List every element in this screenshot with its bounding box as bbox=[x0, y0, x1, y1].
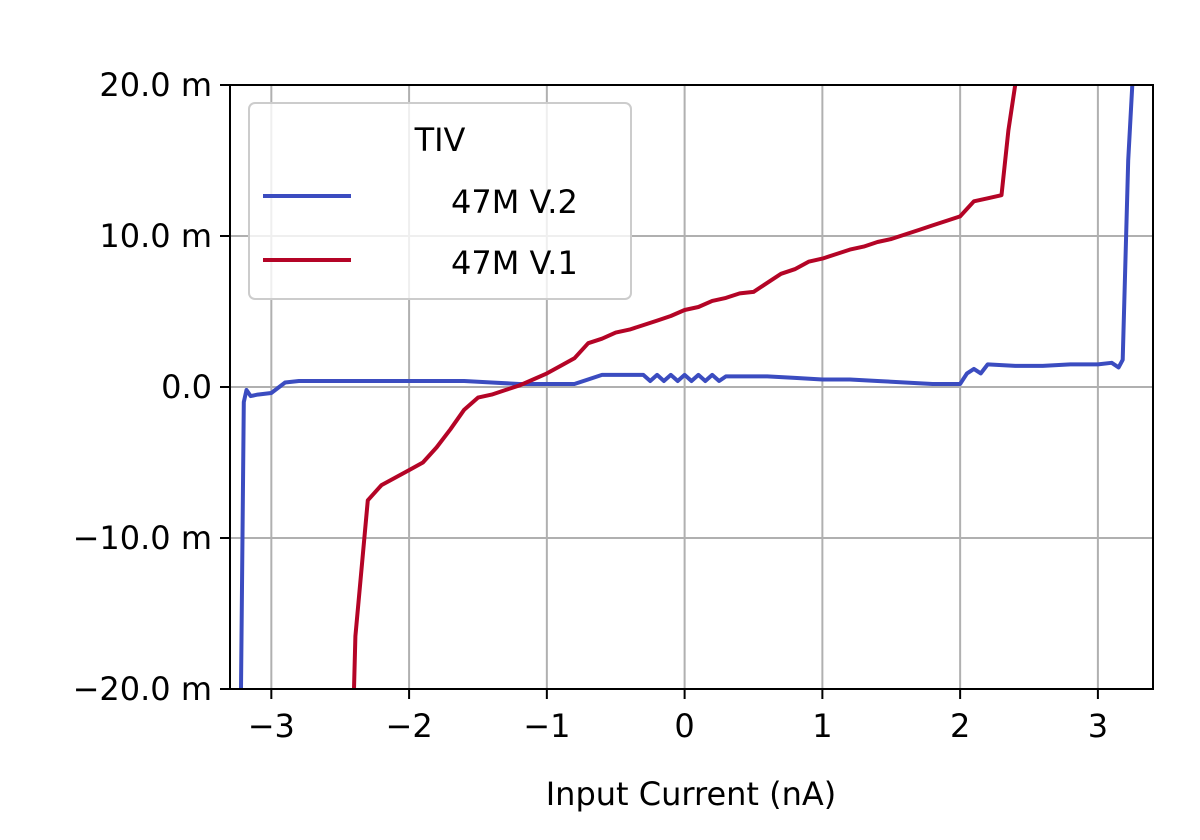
y-tick-label: 20.0 m bbox=[99, 66, 212, 104]
x-tick-label: −3 bbox=[248, 707, 295, 745]
x-tick-label: 3 bbox=[1088, 707, 1108, 745]
series-layer bbox=[239, 85, 1135, 689]
x-tick-label: 2 bbox=[950, 707, 970, 745]
legend: TIV 47M V.2 47M V.1 bbox=[248, 102, 632, 300]
legend-entry-47m-v1: 47M V.1 bbox=[451, 244, 578, 282]
legend-box bbox=[248, 102, 632, 300]
series-line-47m-v1 bbox=[352, 85, 1018, 689]
y-tick-label: −20.0 m bbox=[73, 670, 212, 708]
x-tick-label: −2 bbox=[386, 707, 433, 745]
y-tick-label: −10.0 m bbox=[73, 519, 212, 557]
x-tick-label: 0 bbox=[674, 707, 694, 745]
x-tick-label: −1 bbox=[523, 707, 570, 745]
x-axis-label: Input Current (nA) bbox=[546, 775, 837, 813]
ticks: −3 −2 −1 0 1 2 3 −20.0 m −10.0 m 0.0 10.0 m 20.0 m bbox=[73, 66, 1108, 745]
legend-entry-47m-v2: 47M V.2 bbox=[451, 183, 578, 221]
legend-title: TIV bbox=[414, 121, 466, 159]
series-line-47m-v2 bbox=[239, 85, 1135, 689]
y-tick-label: 10.0 m bbox=[99, 217, 212, 255]
x-tick-label: 1 bbox=[812, 707, 832, 745]
y-tick-label: 0.0 bbox=[161, 368, 212, 406]
